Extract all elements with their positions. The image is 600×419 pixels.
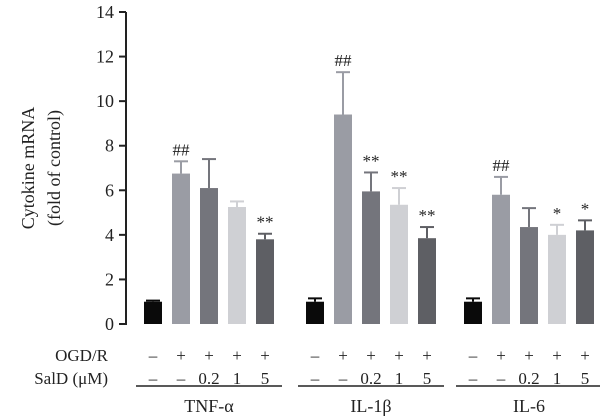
ogdr-mark: + (232, 346, 242, 365)
sald-mark: 5 (261, 369, 270, 388)
sald-mark: 0.2 (360, 369, 381, 388)
group-label: IL-1β (350, 396, 391, 416)
sald-mark: 5 (581, 369, 590, 388)
significance-label: * (553, 204, 562, 223)
bar (334, 114, 352, 324)
sald-mark: 0.2 (198, 369, 219, 388)
ogdr-mark: + (260, 346, 270, 365)
bar (362, 191, 380, 324)
significance-label: ** (363, 151, 380, 170)
sald-mark: – (176, 369, 186, 388)
y-tick-label: 12 (96, 47, 114, 67)
bar (256, 239, 274, 324)
bar (576, 230, 594, 324)
group-label: TNF-α (184, 396, 234, 416)
y-axis: 0 2 4 6 8 10 12 14 Cytokine mRNA (fold of control… (18, 2, 127, 334)
y-axis-title: Cytokine mRNA (fold of control) (18, 107, 65, 230)
bar (418, 238, 436, 324)
y-tick-label: 10 (96, 91, 114, 111)
sald-mark: – (148, 369, 158, 388)
significance-label: ## (335, 51, 353, 70)
ogdr-mark: + (338, 346, 348, 365)
significance-label: ** (419, 206, 436, 225)
sald-mark: – (468, 369, 478, 388)
row-label-ogdr: OGD/R (55, 346, 109, 365)
significance-label: * (581, 199, 590, 218)
ogdr-mark: – (468, 346, 478, 365)
ogdr-mark: + (204, 346, 214, 365)
bar (464, 301, 482, 324)
group-label: IL-6 (513, 396, 545, 416)
sald-mark: 1 (233, 369, 242, 388)
y-tick-label: 6 (105, 180, 114, 200)
bar (306, 301, 324, 324)
y-axis-title-line-2: (fold of control) (44, 110, 65, 226)
bar (228, 207, 246, 324)
sald-mark: 0.2 (518, 369, 539, 388)
bars: ##**##******##* * (144, 51, 594, 324)
sald-mark: – (338, 369, 348, 388)
ogdr-mark: + (496, 346, 506, 365)
y-tick-label: 0 (105, 314, 114, 334)
bar (144, 301, 162, 324)
bar (520, 227, 538, 324)
ogdr-mark: + (366, 346, 376, 365)
significance-label: ** (257, 213, 274, 232)
significance-label: ## (173, 140, 191, 159)
y-axis-title-line-1: Cytokine mRNA (18, 107, 38, 230)
bar (548, 234, 566, 324)
row-label-sald: SalD (μM) (34, 369, 108, 388)
bar (390, 204, 408, 324)
ogdr-mark: – (310, 346, 320, 365)
significance-label: ** (391, 167, 408, 186)
ogdr-mark: + (552, 346, 562, 365)
sald-mark: 1 (395, 369, 404, 388)
bar (200, 188, 218, 324)
ogdr-mark: + (176, 346, 186, 365)
y-tick-label: 4 (105, 225, 114, 245)
bar (172, 173, 190, 324)
bar (492, 194, 510, 324)
y-tick-label: 8 (105, 136, 114, 156)
ogdr-mark: + (394, 346, 404, 365)
ogdr-mark: + (524, 346, 534, 365)
ogdr-mark: + (422, 346, 432, 365)
y-tick-label: 2 (105, 269, 114, 289)
sald-mark: – (496, 369, 506, 388)
ogdr-mark: + (580, 346, 590, 365)
sald-mark: – (310, 369, 320, 388)
sald-mark: 5 (423, 369, 432, 388)
sald-mark: 1 (553, 369, 562, 388)
significance-label: ## (493, 156, 511, 175)
y-tick-label: 14 (96, 2, 114, 22)
ogdr-mark: – (148, 346, 158, 365)
